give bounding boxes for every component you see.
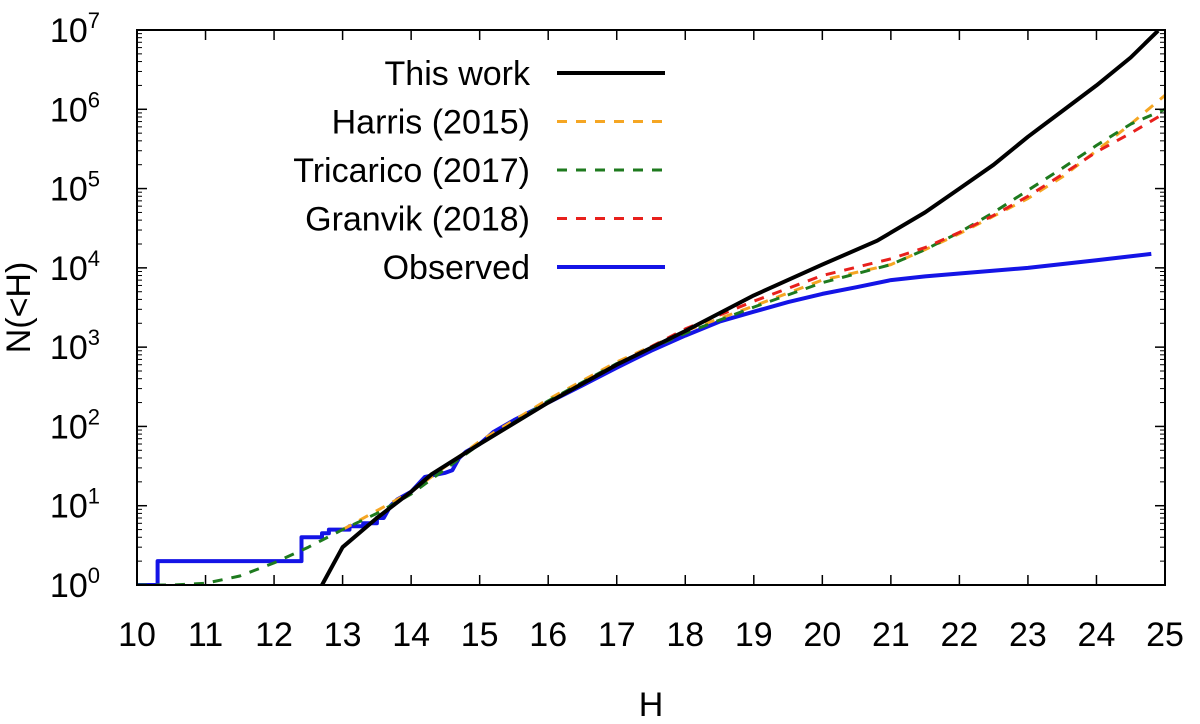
y-tick-base: 10 — [50, 91, 88, 129]
x-tick-label: 20 — [803, 616, 841, 654]
y-tick-base: 10 — [50, 567, 88, 605]
y-tick-label: 100 — [50, 563, 100, 605]
y-tick-base: 10 — [50, 250, 88, 288]
series-line-4 — [137, 251, 1152, 585]
series-line-0 — [320, 30, 1160, 585]
y-tick-base: 10 — [50, 12, 88, 50]
y-tick-exponent: 0 — [88, 563, 100, 588]
y-tick-label: 107 — [50, 8, 100, 50]
legend-label-3: Granvik (2018) — [305, 201, 530, 239]
plot-frame — [136, 29, 1166, 586]
y-tick-base: 10 — [50, 408, 88, 446]
x-tick-label: 21 — [872, 616, 910, 654]
y-tick-exponent: 7 — [88, 8, 100, 33]
y-axis-label: N(<H) — [0, 262, 38, 354]
legend-label-0: This work — [385, 55, 531, 93]
plot-area — [137, 30, 1165, 585]
legend-label-4: Observed — [383, 249, 530, 287]
y-tick-exponent: 3 — [88, 325, 100, 350]
x-tick-label: 10 — [118, 616, 156, 654]
y-tick-exponent: 6 — [88, 87, 100, 112]
legend: This work Harris (2015) Tricarico (2017) Gr… — [293, 55, 665, 287]
y-tick-base: 10 — [50, 171, 88, 209]
y-tick-label: 106 — [50, 87, 100, 129]
x-tick-label: 13 — [324, 616, 362, 654]
x-axis-label: H — [639, 686, 664, 724]
y-tick-exponent: 4 — [88, 246, 100, 271]
legend-label-2: Tricarico (2017) — [293, 152, 530, 190]
y-tick-label: 104 — [50, 246, 100, 288]
axis-ticks: 10 11 12 13 14 15 16 17 18 19 20 21 22 23 24 2510010110… — [50, 8, 1184, 654]
x-tick-label: 25 — [1146, 616, 1184, 654]
x-tick-label: 18 — [666, 616, 704, 654]
y-tick-label: 102 — [50, 404, 100, 446]
x-tick-label: 12 — [255, 616, 293, 654]
x-tick-label: 15 — [461, 616, 499, 654]
x-tick-label: 23 — [1009, 616, 1047, 654]
x-tick-label: 11 — [188, 616, 223, 654]
y-tick-base: 10 — [50, 329, 88, 367]
x-tick-label: 17 — [598, 616, 636, 654]
y-tick-exponent: 2 — [88, 404, 100, 429]
x-tick-label: 19 — [735, 616, 773, 654]
x-tick-label: 14 — [392, 616, 430, 654]
y-tick-base: 10 — [50, 488, 88, 526]
y-tick-label: 103 — [50, 325, 100, 367]
x-tick-label: 22 — [940, 616, 978, 654]
y-tick-label: 105 — [50, 167, 100, 209]
y-tick-exponent: 5 — [88, 167, 100, 192]
x-tick-label: 16 — [529, 616, 567, 654]
y-tick-exponent: 1 — [88, 484, 100, 509]
series-line-3 — [616, 111, 1165, 367]
y-tick-label: 101 — [50, 484, 100, 526]
legend-label-1: Harris (2015) — [332, 104, 530, 142]
x-tick-label: 24 — [1078, 616, 1116, 654]
